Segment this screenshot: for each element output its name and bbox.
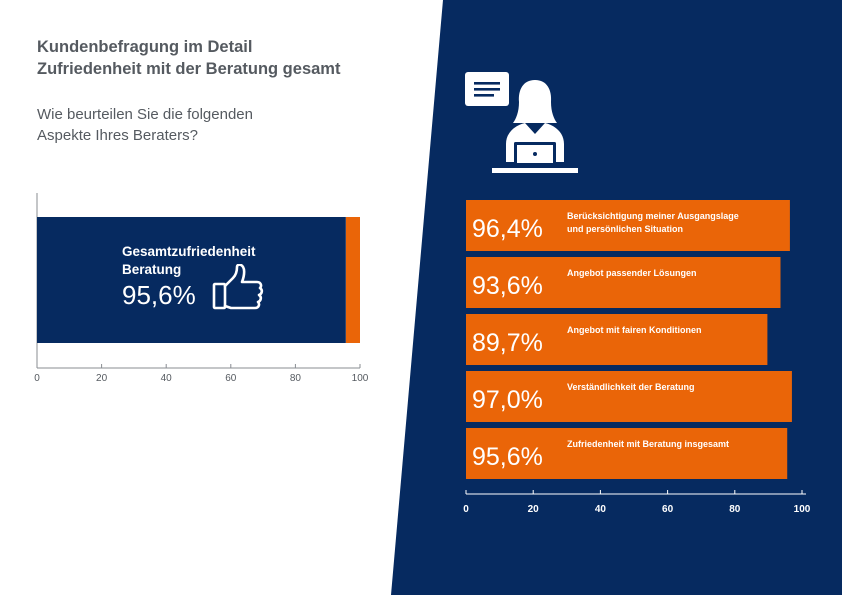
category-label: Verständlichkeit der Beratung (567, 382, 695, 392)
x-tick-label: 60 (662, 504, 674, 515)
x-tick-label: 40 (595, 504, 607, 515)
bar (466, 257, 781, 308)
x-tick-label: 0 (463, 504, 469, 515)
overall-label-line-1: Gesamtzufriedenheit (122, 244, 256, 259)
bar (466, 371, 792, 422)
value-label: 95,6% (472, 443, 543, 471)
category-label: und persönlichen Situation (567, 224, 683, 234)
category-label: Angebot mit fairen Konditionen (567, 325, 702, 335)
bar (37, 217, 346, 343)
x-tick-label: 100 (794, 504, 811, 515)
survey-question: Wie beurteilen Sie die folgenden Aspekte… (37, 104, 253, 146)
remainder-bar (345, 217, 360, 343)
x-tick-label: 0 (34, 373, 40, 384)
x-tick-label: 80 (729, 504, 741, 515)
title-line-1: Kundenbefragung im Detail (37, 38, 253, 56)
value-label: 96,4% (472, 215, 543, 243)
category-label: Zufriedenheit mit Beratung insgesamt (567, 439, 729, 449)
consultant-at-laptop-icon (492, 80, 578, 173)
x-tick-label: 40 (161, 373, 173, 384)
x-tick-label: 100 (352, 373, 369, 384)
title-line-2: Zufriedenheit mit der Beratung gesamt (37, 60, 341, 78)
overall-bar-label: Gesamtzufriedenheit Beratung (122, 243, 256, 279)
document-icon (465, 72, 509, 106)
overall-label-line-2: Beratung (122, 262, 182, 277)
thumbs-up-icon (212, 264, 264, 310)
x-tick-label: 60 (225, 373, 237, 384)
value-label: 89,7% (472, 329, 543, 357)
question-line-2: Aspekte Ihres Beraters? (37, 127, 198, 144)
page-title: Kundenbefragung im Detail Zufriedenheit … (37, 36, 340, 80)
x-tick-label: 20 (96, 373, 108, 384)
x-tick-label: 80 (290, 373, 302, 384)
value-label: 97,0% (472, 386, 543, 414)
x-tick-label: 20 (528, 504, 540, 515)
bar (466, 428, 788, 479)
overall-value-label: 95,6% (122, 280, 196, 310)
category-label: Angebot passender Lösungen (567, 268, 697, 278)
question-line-1: Wie beurteilen Sie die folgenden (37, 106, 253, 123)
value-label: 93,6% (472, 272, 543, 300)
category-label: Berücksichtigung meiner Ausgangslage (567, 211, 739, 221)
bar (466, 200, 790, 251)
bar (466, 314, 768, 365)
